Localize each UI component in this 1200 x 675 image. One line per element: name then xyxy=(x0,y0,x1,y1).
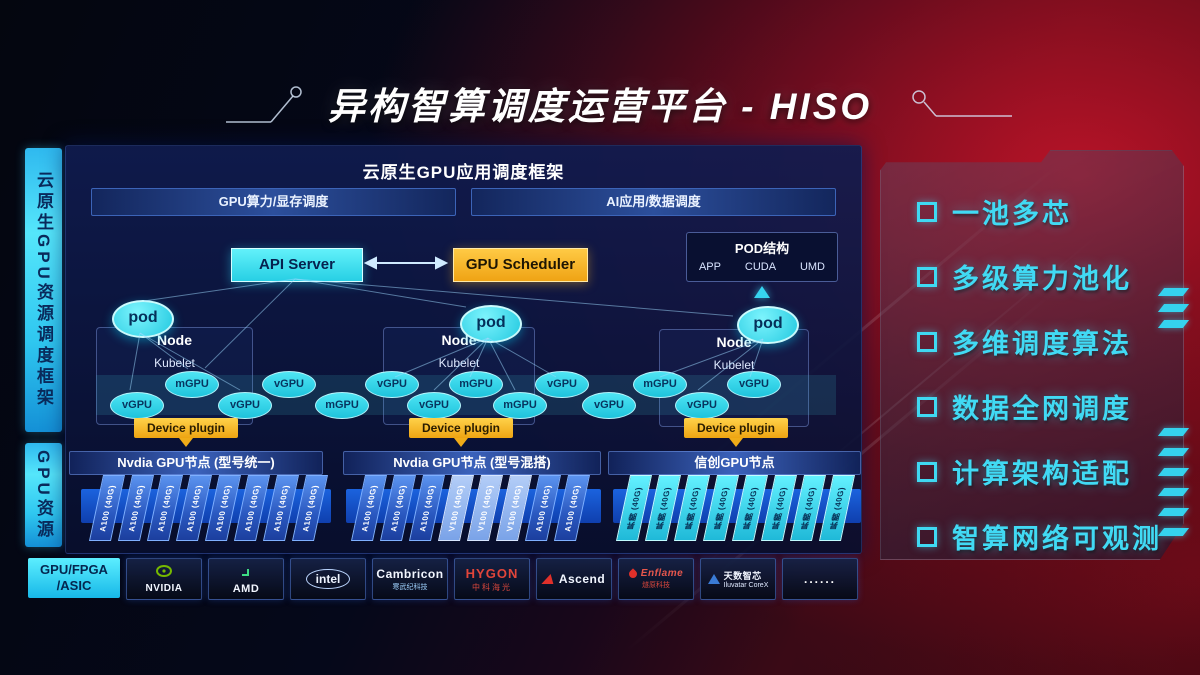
gpu-oval: vGPU xyxy=(365,371,419,398)
gpu-oval: vGPU xyxy=(727,371,781,398)
feature-item: 多级算力池化 xyxy=(917,256,1183,297)
pod-structure-item-umd: UMD xyxy=(799,261,826,273)
hazard-stripe-icon xyxy=(1157,320,1190,328)
nvidia-eye-icon xyxy=(155,564,173,582)
pod-oval-3: pod xyxy=(737,306,799,344)
left-rail-label: 云原生GPU资源调度框架 xyxy=(34,171,53,409)
gpu-oval: mGPU xyxy=(165,371,219,398)
rack-header-mixed: Nvdia GPU节点 (型号混搭) xyxy=(343,451,601,475)
square-bullet-icon xyxy=(917,526,937,547)
iluvatar-triangle-icon xyxy=(707,574,720,584)
vendor-tile-hygon: HYGON 中科海光 xyxy=(454,558,530,600)
feature-item: 数据全网调度 xyxy=(917,386,1183,427)
hazard-stripe-icon xyxy=(1157,528,1190,536)
kubelet-label: Kubelet xyxy=(713,358,755,372)
vendor-tile-cambricon: Cambricon 寒武纪科技 xyxy=(372,558,448,600)
vendor-tile-iluvatar: 天数智芯 Iluvatar CoreX xyxy=(700,558,776,600)
gpu-fpga-asic-label: GPU/FPGA /ASIC xyxy=(28,558,120,598)
pointer-down-icon xyxy=(729,438,743,447)
square-bullet-icon xyxy=(917,461,937,482)
gpu-oval: vGPU xyxy=(582,392,636,419)
gpu-scheduler-box: GPU Scheduler xyxy=(453,248,588,282)
intel-logo: intel xyxy=(305,569,351,589)
pod-structure-item-cuda: CUDA xyxy=(744,261,777,273)
gpu-oval: vGPU xyxy=(675,392,729,419)
square-bullet-icon xyxy=(917,331,937,352)
hazard-stripe-icon xyxy=(1157,508,1190,516)
api-server-box: API Server xyxy=(231,248,363,282)
hazard-stripe-icon xyxy=(1157,304,1190,312)
gpu-oval: mGPU xyxy=(633,371,687,398)
gpu-oval: mGPU xyxy=(449,371,503,398)
gpu-oval: vGPU xyxy=(218,392,272,419)
device-plugin-3: Device plugin xyxy=(684,418,788,438)
device-plugin-1: Device plugin xyxy=(134,418,238,438)
pod-oval-2: pod xyxy=(460,305,522,343)
gpu-oval: mGPU xyxy=(493,392,547,419)
device-plugin-2: Device plugin xyxy=(409,418,513,438)
kubelet-label: Kubelet xyxy=(154,356,195,370)
gpu-oval: vGPU xyxy=(535,371,589,398)
framework-bar-gpu-compute: GPU算力/显存调度 xyxy=(91,188,456,216)
arrow-up-icon xyxy=(754,286,770,298)
framework-bar-ai-data: AI应用/数据调度 xyxy=(471,188,836,216)
square-bullet-icon xyxy=(917,266,937,287)
pod-structure-box: POD结构 APP CUDA UMD xyxy=(686,232,838,282)
vendor-tile-nvidia: NVIDIA xyxy=(126,558,202,600)
square-bullet-icon xyxy=(917,396,937,417)
gpu-oval: vGPU xyxy=(407,392,461,419)
hazard-stripe-icon xyxy=(1157,428,1190,436)
feature-item: 一池多芯 xyxy=(917,191,1183,232)
feature-item: 计算架构适配 xyxy=(917,451,1183,492)
left-rail-cloud-native-framework: 云原生GPU资源调度框架 xyxy=(25,148,62,432)
left-rail-gpu-resources: GPU资源 xyxy=(25,443,62,547)
hazard-stripe-icon xyxy=(1157,448,1190,456)
pod-structure-title: POD结构 xyxy=(734,241,790,256)
framework-header: 云原生GPU应用调度框架 xyxy=(362,163,565,182)
architecture-panel: 云原生GPU应用调度框架 GPU算力/显存调度 AI应用/数据调度 API Se… xyxy=(65,145,862,554)
rack-header-uniform: Nvdia GPU节点 (型号统一) xyxy=(69,451,323,475)
pointer-down-icon xyxy=(454,438,468,447)
enflame-flame-icon xyxy=(627,567,639,580)
vendor-tile-intel: intel xyxy=(290,558,366,600)
vendor-tile-enflame: Enflame 燧原科技 xyxy=(618,558,694,600)
vendor-tile-amd: AMD xyxy=(208,558,284,600)
node-label: Node xyxy=(157,332,192,348)
pod-structure-item-app: APP xyxy=(698,261,721,273)
vendor-tile-ascend: Ascend xyxy=(536,558,612,600)
features-panel: 一池多芯 多级算力池化 多维调度算法 数据全网调度 计算架构适配 智算网络可观测 xyxy=(880,150,1184,560)
gpu-oval: mGPU xyxy=(315,392,369,419)
pointer-down-icon xyxy=(179,438,193,447)
page-title: 异构智算调度运营平台 - HISO xyxy=(327,86,873,127)
kubelet-label: Kubelet xyxy=(438,356,480,370)
hazard-stripe-icon xyxy=(1157,488,1190,496)
ascend-triangle-icon xyxy=(541,574,557,584)
feature-item: 多维调度算法 xyxy=(917,321,1183,362)
amd-arrow-icon xyxy=(240,564,252,582)
rack-header-domestic: 信创GPU节点 xyxy=(608,451,861,475)
feature-item: 智算网络可观测 xyxy=(917,516,1183,557)
gpu-oval: vGPU xyxy=(262,371,316,398)
left-rail-label: GPU资源 xyxy=(34,449,53,541)
gpu-oval: vGPU xyxy=(110,392,164,419)
pod-oval-1: pod xyxy=(112,300,174,338)
vendor-tile-more: ...... xyxy=(782,558,858,600)
hazard-stripe-icon xyxy=(1157,288,1190,296)
square-bullet-icon xyxy=(917,201,937,222)
hazard-stripe-icon xyxy=(1157,468,1190,476)
